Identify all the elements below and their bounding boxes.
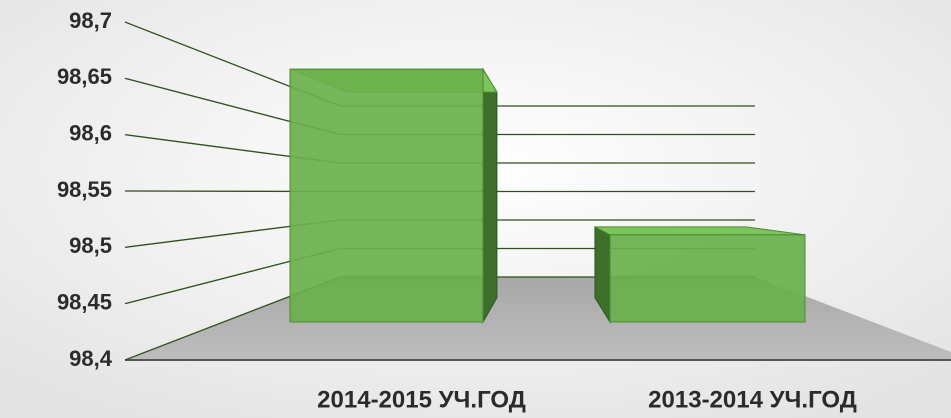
x-tick-label: 2013-2014 УЧ.ГОД bbox=[648, 386, 857, 413]
y-tick-label: 98,55 bbox=[57, 177, 112, 202]
bar bbox=[594, 226, 806, 324]
y-tick-label: 98,7 bbox=[69, 8, 112, 33]
y-tick-label: 98,45 bbox=[57, 289, 112, 314]
bar bbox=[289, 67, 498, 324]
y-tick-label: 98,65 bbox=[57, 64, 112, 89]
x-tick-label: 2014-2015 УЧ.ГОД bbox=[317, 386, 526, 413]
bar-front bbox=[289, 68, 484, 323]
bar-front bbox=[609, 234, 806, 323]
y-tick-label: 98,6 bbox=[69, 120, 112, 145]
y-tick-label: 98,5 bbox=[69, 233, 112, 258]
bar-side bbox=[482, 67, 498, 324]
y-tick-label: 98,4 bbox=[69, 346, 113, 371]
